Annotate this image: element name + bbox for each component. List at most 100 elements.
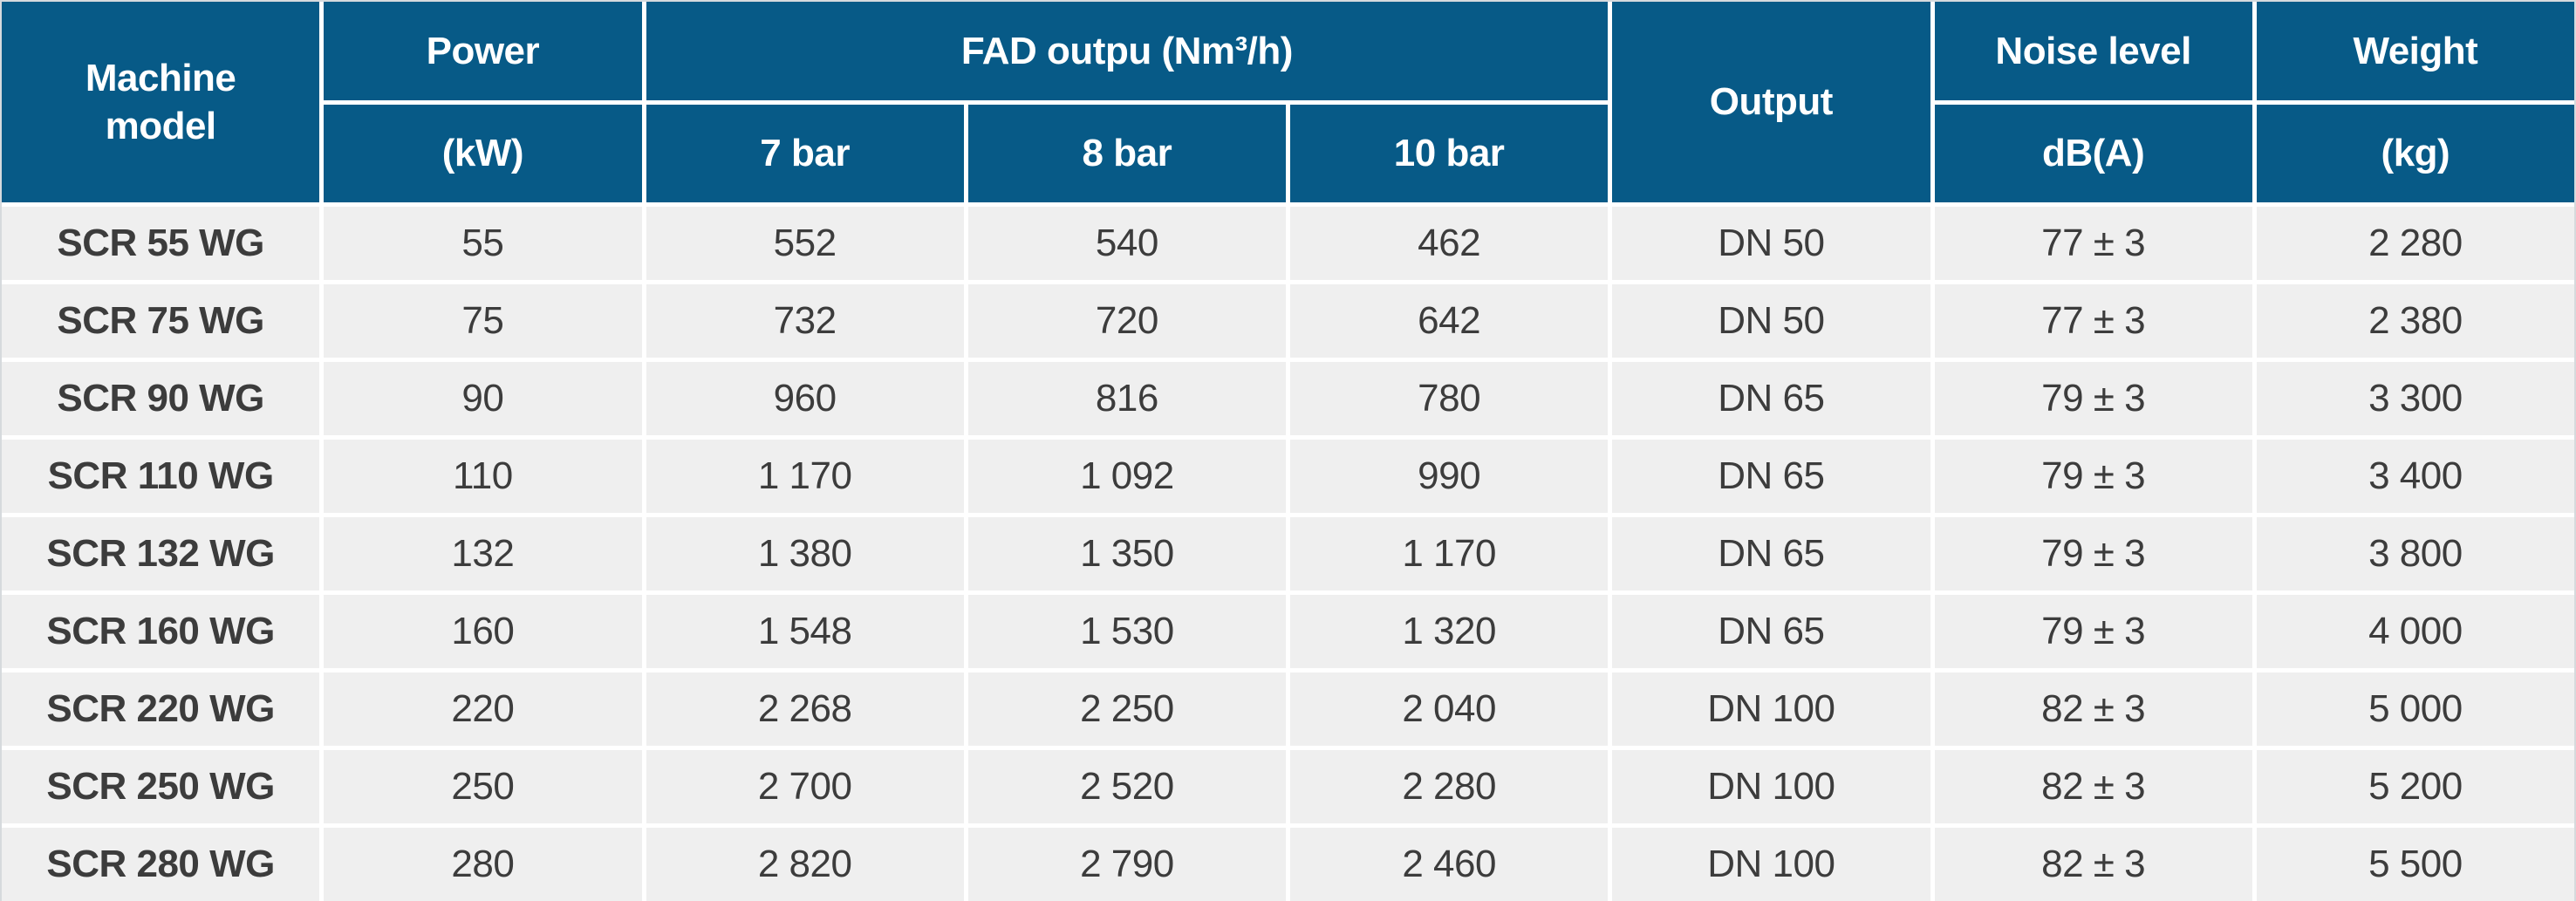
cell-value: 82 ± 3 xyxy=(2041,765,2146,808)
cell-value: DN 65 xyxy=(1718,377,1825,420)
row-5-cell-fad-10bar: 1 320 xyxy=(1290,595,1609,668)
cell-value: DN 100 xyxy=(1707,687,1835,730)
row-4-cell-output: DN 65 xyxy=(1612,517,1930,590)
cell-value: 1 380 xyxy=(757,532,852,575)
cell-value: 540 xyxy=(1095,222,1158,264)
cell-value: 552 xyxy=(773,222,837,264)
row-1-cell-fad-10bar: 642 xyxy=(1290,284,1609,358)
row-7-cell-output: DN 100 xyxy=(1612,750,1930,823)
row-8-cell-fad-10bar: 2 460 xyxy=(1290,828,1609,901)
cell-value: 2 280 xyxy=(2368,222,2463,264)
header-noise-unit-label: dB(A) xyxy=(2042,132,2145,174)
row-5-cell-fad-8bar: 1 530 xyxy=(967,595,1286,668)
header-weight-unit-label: (kg) xyxy=(2381,132,2450,174)
row-0-cell-power-kw: 55 xyxy=(324,207,642,280)
cell-value: DN 65 xyxy=(1718,610,1825,652)
header-power: Power xyxy=(324,2,642,100)
row-3-cell-noise-db: 79 ± 3 xyxy=(1934,440,2252,513)
header-fad-output: FAD outpu (Nm³/h) xyxy=(646,2,1609,100)
row-2-cell-power-kw: 90 xyxy=(324,362,642,435)
row-7-cell-power-kw: 250 xyxy=(324,750,642,823)
row-2-cell-noise-db: 79 ± 3 xyxy=(1934,362,2252,435)
row-2-cell-fad-10bar: 780 xyxy=(1290,362,1609,435)
cell-value: 110 xyxy=(453,454,513,497)
row-2-cell-model: SCR 90 WG xyxy=(2,362,320,435)
cell-value: 77 ± 3 xyxy=(2041,299,2146,342)
cell-value: 720 xyxy=(1095,299,1158,342)
row-4-cell-fad-8bar: 1 350 xyxy=(967,517,1286,590)
row-8-cell-model: SCR 280 WG xyxy=(2,828,320,901)
cell-value: DN 100 xyxy=(1707,843,1835,885)
row-1-cell-fad-7bar: 732 xyxy=(646,284,964,358)
row-7-cell-fad-10bar: 2 280 xyxy=(1290,750,1609,823)
cell-value: SCR 280 WG xyxy=(46,843,275,885)
cell-value: DN 50 xyxy=(1718,299,1825,342)
row-5-cell-fad-7bar: 1 548 xyxy=(646,595,964,668)
header-8-bar-label: 8 bar xyxy=(1082,132,1172,174)
row-6-cell-weight-kg: 5 000 xyxy=(2256,672,2574,746)
cell-value: 1 548 xyxy=(757,610,852,652)
cell-value: SCR 75 WG xyxy=(57,299,264,342)
cell-value: SCR 160 WG xyxy=(46,610,275,652)
cell-value: 1 350 xyxy=(1080,532,1174,575)
row-4-cell-fad-7bar: 1 380 xyxy=(646,517,964,590)
row-7-cell-fad-7bar: 2 700 xyxy=(646,750,964,823)
cell-value: 816 xyxy=(1095,377,1158,420)
row-5-cell-weight-kg: 4 000 xyxy=(2256,595,2574,668)
cell-value: SCR 90 WG xyxy=(57,377,264,420)
row-1-cell-weight-kg: 2 380 xyxy=(2256,284,2574,358)
header-7-bar: 7 bar xyxy=(646,105,964,202)
row-7-cell-fad-8bar: 2 520 xyxy=(967,750,1286,823)
row-8-cell-fad-8bar: 2 790 xyxy=(967,828,1286,901)
cell-value: 462 xyxy=(1418,222,1481,264)
cell-value: DN 50 xyxy=(1718,222,1825,264)
cell-value: 3 800 xyxy=(2368,532,2463,575)
cell-value: 75 xyxy=(461,299,504,342)
row-4-cell-model: SCR 132 WG xyxy=(2,517,320,590)
row-6-cell-fad-10bar: 2 040 xyxy=(1290,672,1609,746)
row-6-cell-power-kw: 220 xyxy=(324,672,642,746)
cell-value: 250 xyxy=(451,765,515,808)
cell-value: 79 ± 3 xyxy=(2041,377,2146,420)
cell-value: 2 790 xyxy=(1080,843,1174,885)
cell-value: DN 65 xyxy=(1718,454,1825,497)
row-0-cell-model: SCR 55 WG xyxy=(2,207,320,280)
header-fad-output-label: FAD outpu (Nm³/h) xyxy=(960,29,1294,72)
row-6-cell-noise-db: 82 ± 3 xyxy=(1934,672,2252,746)
header-10-bar-label: 10 bar xyxy=(1393,132,1505,174)
row-7-cell-noise-db: 82 ± 3 xyxy=(1934,750,2252,823)
row-2-cell-fad-7bar: 960 xyxy=(646,362,964,435)
cell-value: 79 ± 3 xyxy=(2041,532,2146,575)
cell-value: 5 200 xyxy=(2368,765,2463,808)
row-6-cell-model: SCR 220 WG xyxy=(2,672,320,746)
row-5-cell-noise-db: 79 ± 3 xyxy=(1934,595,2252,668)
row-2-cell-output: DN 65 xyxy=(1612,362,1930,435)
row-7-cell-model: SCR 250 WG xyxy=(2,750,320,823)
row-3-cell-power-kw: 110 xyxy=(324,440,642,513)
header-8-bar: 8 bar xyxy=(967,105,1286,202)
header-weight-unit: (kg) xyxy=(2256,105,2574,202)
row-6-cell-fad-8bar: 2 250 xyxy=(967,672,1286,746)
row-8-cell-weight-kg: 5 500 xyxy=(2256,828,2574,901)
cell-value: 79 ± 3 xyxy=(2041,610,2146,652)
row-3-cell-fad-8bar: 1 092 xyxy=(967,440,1286,513)
header-power-unit-label: (kW) xyxy=(441,132,524,174)
cell-value: DN 65 xyxy=(1718,532,1825,575)
row-8-cell-power-kw: 280 xyxy=(324,828,642,901)
row-0-cell-fad-7bar: 552 xyxy=(646,207,964,280)
header-machine-model-label: Machine model xyxy=(85,57,236,147)
cell-value: 2 460 xyxy=(1402,843,1496,885)
cell-value: DN 100 xyxy=(1707,765,1835,808)
cell-value: 4 000 xyxy=(2368,610,2463,652)
cell-value: 82 ± 3 xyxy=(2041,843,2146,885)
cell-value: 2 820 xyxy=(757,843,852,885)
header-10-bar: 10 bar xyxy=(1290,105,1609,202)
cell-value: 220 xyxy=(451,687,515,730)
row-1-cell-output: DN 50 xyxy=(1612,284,1930,358)
row-3-cell-model: SCR 110 WG xyxy=(2,440,320,513)
header-7-bar-label: 7 bar xyxy=(760,132,850,174)
cell-value: 3 300 xyxy=(2368,377,2463,420)
row-3-cell-output: DN 65 xyxy=(1612,440,1930,513)
cell-value: 2 520 xyxy=(1080,765,1174,808)
row-0-cell-fad-10bar: 462 xyxy=(1290,207,1609,280)
